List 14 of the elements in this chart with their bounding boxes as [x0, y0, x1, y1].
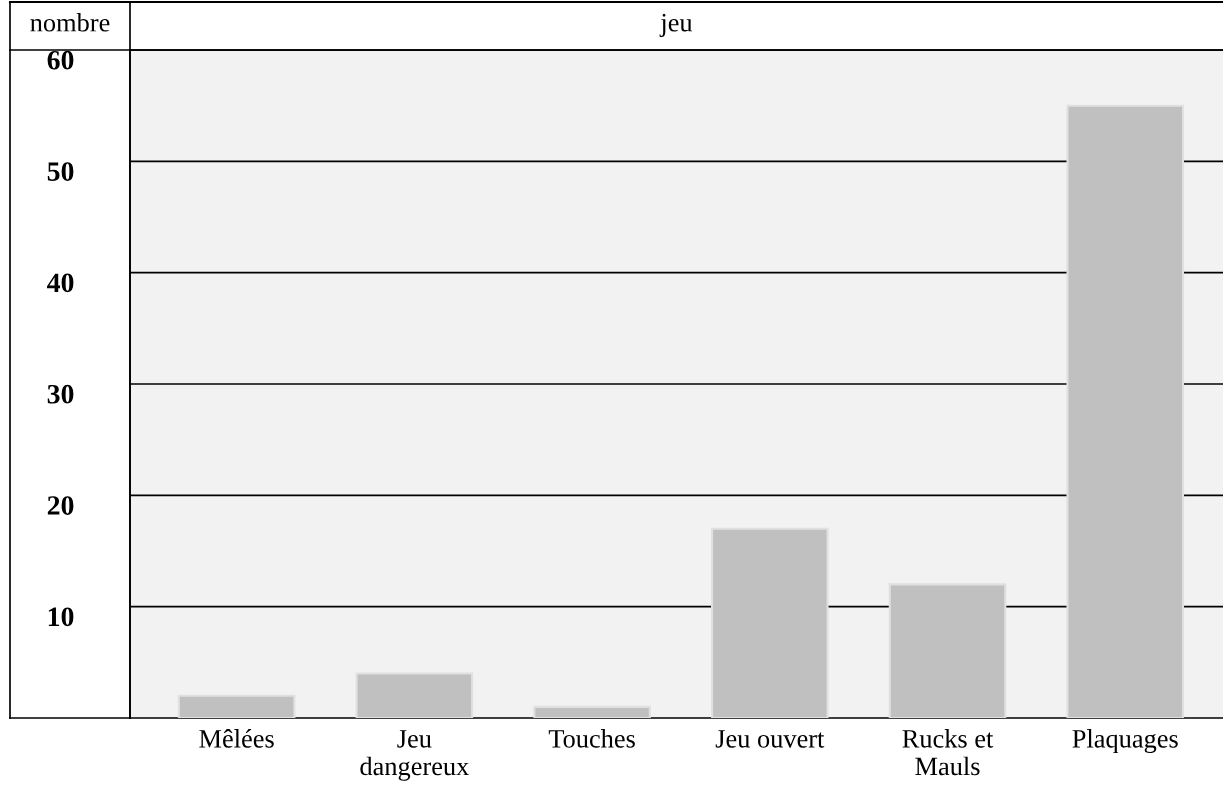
chart-title: jeu: [659, 13, 693, 37]
y-tick-label: 60: [47, 50, 74, 70]
y-tick-label: 10: [48, 607, 74, 627]
y-tick-label: 30: [47, 384, 74, 404]
y-tick-label: 40: [47, 273, 74, 293]
x-tick-label: Jeu dangereux: [360, 730, 469, 781]
x-tick-label: Touches: [548, 729, 635, 748]
y-tick-label: 50: [47, 162, 74, 181]
y-tick-label: 20: [47, 496, 74, 515]
y-axis-title: nombre: [30, 13, 110, 32]
x-tick-label: Plaquages: [1072, 729, 1178, 754]
x-tick-label: Jeu ouvert: [715, 730, 825, 748]
x-tick-label: Mêlées: [199, 729, 274, 748]
x-tick-label: Rucks et Mauls: [902, 729, 994, 776]
